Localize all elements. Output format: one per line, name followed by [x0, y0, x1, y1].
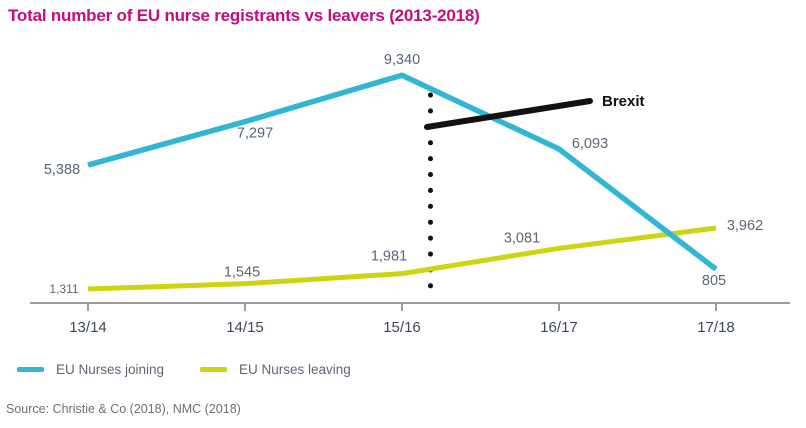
- data-label: 9,340: [384, 52, 420, 68]
- brexit-callout-line: [424, 98, 593, 130]
- series-line-leaving: [87, 225, 717, 292]
- x-tick-label: 13/14: [69, 319, 107, 336]
- leaving-line-swatch: [200, 367, 227, 372]
- data-label: 3,081: [504, 230, 540, 246]
- x-tick-label: 15/16: [383, 319, 421, 336]
- data-label: 7,297: [237, 126, 273, 142]
- brexit-label: Brexit: [602, 93, 645, 110]
- x-tick-label: 17/18: [697, 319, 735, 336]
- legend-label-leaving: EU Nurses leaving: [239, 362, 351, 377]
- data-label: 6,093: [572, 136, 608, 152]
- legend-item-joining: EU Nurses joining: [17, 361, 164, 378]
- data-label: 3,962: [727, 218, 763, 234]
- series-line-joining: [87, 72, 718, 272]
- x-tick-label: 16/17: [540, 319, 578, 336]
- chart-title: Total number of EU nurse registrants vs …: [8, 6, 480, 25]
- legend-label-joining: EU Nurses joining: [56, 362, 165, 377]
- joining-line-swatch: [17, 367, 44, 372]
- source-note: Source: Christie & Co (2018), NMC (2018): [6, 402, 241, 416]
- legend-item-leaving: EU Nurses leaving: [200, 361, 351, 378]
- x-tick-label: 14/15: [226, 319, 264, 336]
- data-label: 1,545: [224, 265, 260, 281]
- data-label: 5,388: [44, 162, 80, 178]
- data-label: 805: [702, 273, 726, 289]
- data-label: 1,981: [371, 249, 407, 265]
- data-label: 1,311: [49, 282, 78, 296]
